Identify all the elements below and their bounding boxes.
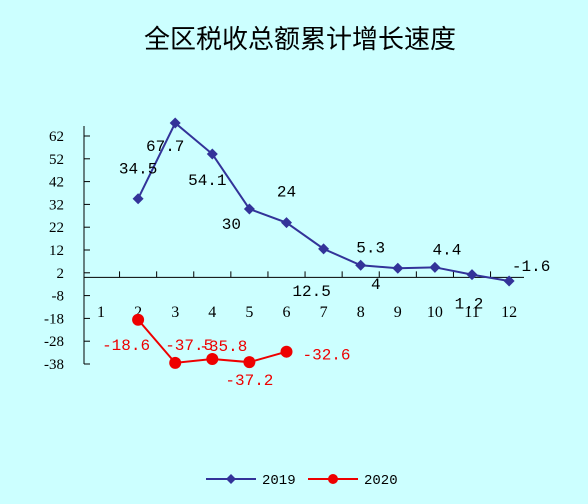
x-tick-label: 9 (394, 304, 402, 321)
data-label: 54.1 (188, 172, 226, 190)
legend-marker (328, 474, 338, 484)
y-tick-label: 2 (57, 266, 65, 282)
x-tick-label: 4 (208, 304, 216, 321)
y-tick-label: -38 (44, 357, 64, 373)
legend: 2019 2020 (206, 473, 398, 489)
data-labels: 34.567.754.1302412.55.344.41.2-1.6-18.6-… (102, 138, 550, 390)
data-point (206, 352, 219, 365)
data-label: -37.2 (225, 372, 273, 390)
data-label: 1.2 (455, 296, 484, 314)
data-label: 12.5 (292, 283, 330, 301)
data-label: -32.6 (302, 347, 350, 365)
data-point (132, 193, 144, 205)
data-label: -35.8 (199, 338, 247, 356)
data-label: -37.5 (165, 337, 213, 355)
x-tick-label: 7 (320, 304, 328, 321)
data-label: 34.5 (119, 161, 157, 179)
data-point (169, 117, 181, 129)
legend-item-2020: 2020 (308, 473, 398, 489)
x-tick-label: 2 (134, 304, 142, 321)
data-label: 4 (371, 276, 381, 294)
data-point (243, 356, 256, 369)
data-label: 4.4 (432, 241, 461, 259)
x-tick-label: 1 (97, 304, 105, 321)
x-tick-label: 12 (501, 304, 517, 321)
data-point (355, 259, 367, 271)
data-label: 30 (222, 216, 241, 234)
data-point (503, 275, 515, 287)
legend-label: 2020 (364, 473, 398, 489)
y-tick-label: -8 (52, 289, 65, 305)
x-tick-label: 6 (283, 304, 291, 321)
data-point (392, 262, 404, 274)
data-point (318, 243, 330, 255)
data-label: -18.6 (102, 337, 150, 355)
y-tick-label: -28 (44, 334, 64, 350)
data-point (466, 269, 478, 281)
y-tick-label: 22 (49, 220, 64, 236)
data-point (206, 148, 218, 160)
data-label: 67.7 (146, 138, 184, 156)
data-point (429, 261, 441, 273)
y-tick-label: 32 (49, 197, 64, 213)
data-label: -1.6 (512, 258, 550, 276)
legend-item-2019: 2019 (206, 473, 296, 489)
data-point (281, 217, 292, 229)
y-tick-label: 12 (49, 243, 64, 259)
x-tick-label: 3 (171, 304, 179, 321)
data-label: 5.3 (356, 239, 385, 257)
series-layer (132, 117, 515, 369)
legend-marker (226, 474, 236, 484)
data-point (243, 203, 255, 215)
chart-title: 全区税收总额累计增长速度 (144, 25, 456, 55)
y-tick-label: 42 (49, 175, 64, 191)
data-point (280, 345, 293, 358)
x-tick-label: 11 (464, 304, 479, 321)
y-tick-label: 52 (49, 152, 64, 168)
x-tick-label: 8 (357, 304, 365, 321)
legend-label: 2019 (262, 473, 296, 489)
data-label: 24 (277, 184, 296, 202)
y-tick-label: -18 (44, 311, 64, 327)
series-2019 (132, 117, 515, 287)
y-tick-label: 62 (49, 129, 64, 145)
x-tick-label: 10 (427, 304, 443, 321)
x-tick-label: 5 (245, 304, 253, 321)
data-point (132, 313, 145, 326)
series-2020 (132, 313, 293, 369)
data-point (169, 356, 182, 369)
